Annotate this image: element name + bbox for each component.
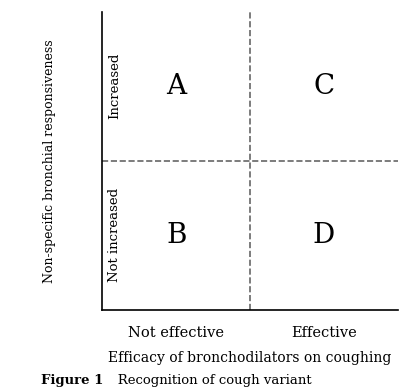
Text: Efficacy of bronchodilators on coughing: Efficacy of bronchodilators on coughing	[108, 351, 391, 365]
Text: Not effective: Not effective	[128, 326, 224, 340]
Text: B: B	[166, 222, 186, 249]
Text: Effective: Effective	[290, 326, 356, 340]
Text: A: A	[166, 73, 186, 100]
Text: Non-specific bronchial responsiveness: Non-specific bronchial responsiveness	[43, 39, 56, 283]
Text: Recognition of cough variant: Recognition of cough variant	[104, 374, 310, 387]
Text: Figure 1: Figure 1	[41, 374, 103, 387]
Text: C: C	[312, 73, 334, 100]
Text: Increased: Increased	[108, 53, 121, 120]
Text: D: D	[312, 222, 334, 249]
Text: Not increased: Not increased	[108, 188, 121, 282]
